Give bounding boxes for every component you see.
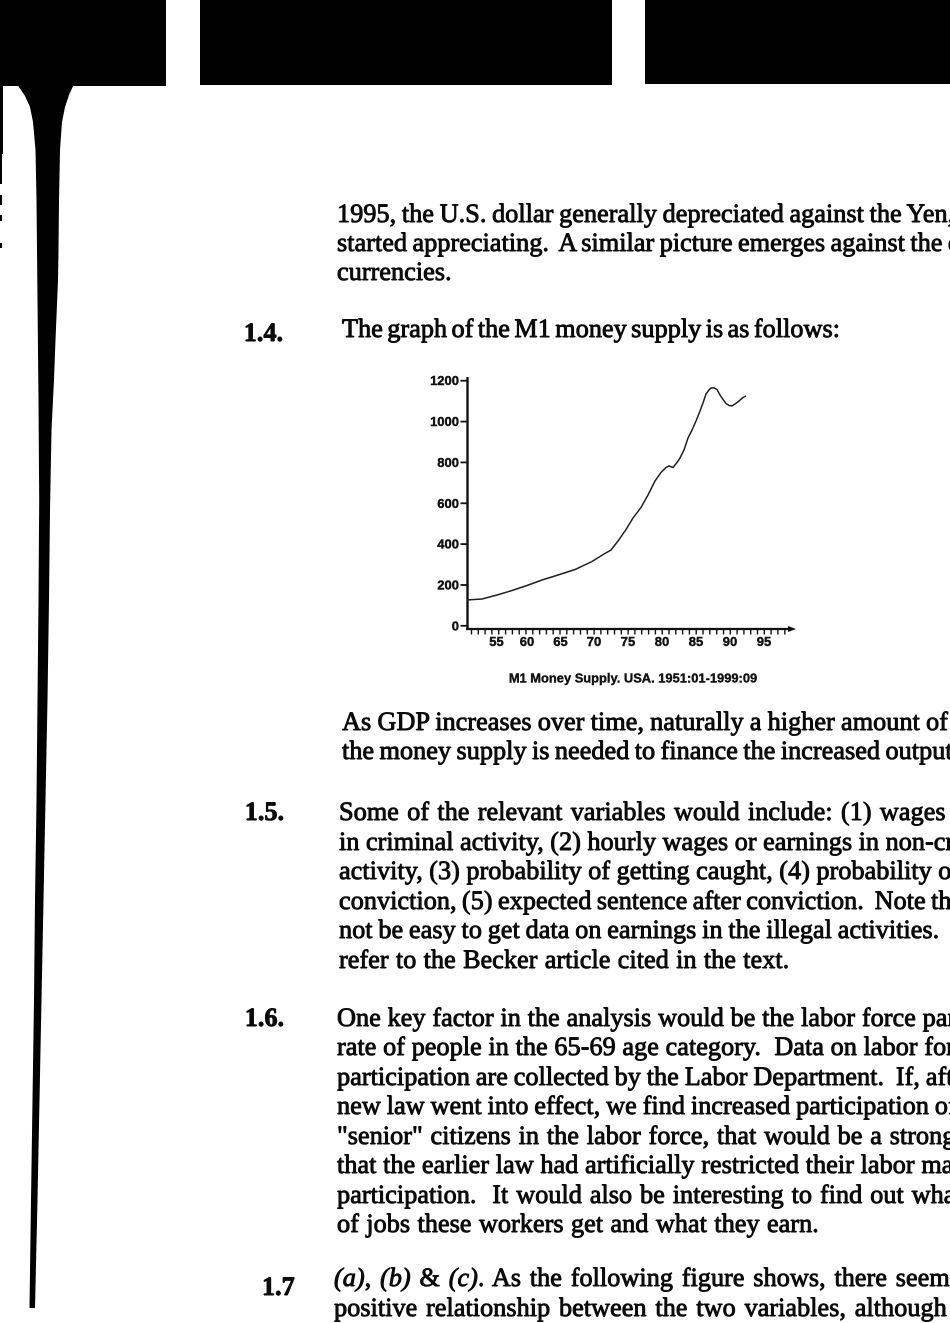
svg-text:400: 400 <box>437 537 459 552</box>
svg-text:60: 60 <box>520 634 534 649</box>
svg-text:1000: 1000 <box>430 414 459 429</box>
svg-text:M1 Money Supply. USA. 1951:01-: M1 Money Supply. USA. 1951:01-1999:09 <box>509 671 757 686</box>
svg-text:1200: 1200 <box>430 373 459 388</box>
svg-text:95: 95 <box>757 634 771 649</box>
svg-text:70: 70 <box>587 634 601 649</box>
svg-text:55: 55 <box>489 634 503 649</box>
svg-text:85: 85 <box>689 634 703 649</box>
svg-text:75: 75 <box>621 634 635 649</box>
svg-text:90: 90 <box>723 634 737 649</box>
svg-text:600: 600 <box>437 496 459 511</box>
svg-text:65: 65 <box>553 634 567 649</box>
svg-text:800: 800 <box>437 455 459 470</box>
svg-text:80: 80 <box>655 634 669 649</box>
svg-text:0: 0 <box>452 618 459 633</box>
svg-text:200: 200 <box>437 578 459 593</box>
